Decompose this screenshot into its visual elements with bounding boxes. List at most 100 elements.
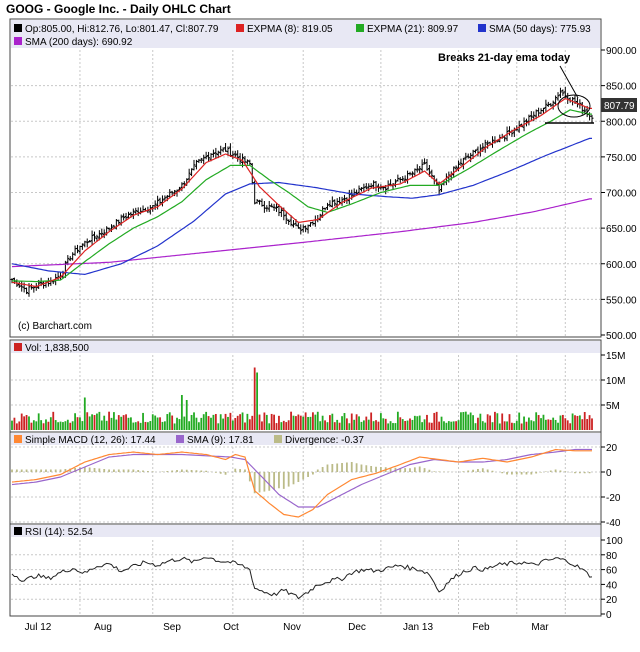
volume-bar: [37, 413, 40, 430]
volume-bar: [515, 420, 518, 430]
volume-bar: [535, 412, 538, 430]
volume-bar: [234, 418, 237, 430]
volume-bar: [180, 395, 183, 430]
sma200-legend-swatch: [14, 37, 22, 45]
divergence-legend: Divergence: -0.37: [285, 435, 364, 446]
divergence-bar: [331, 464, 334, 472]
x-tick-label: Sep: [163, 622, 181, 633]
volume-bar: [338, 422, 341, 430]
annotation-arrow: [559, 65, 579, 99]
volume-bar: [382, 418, 385, 430]
volume-bar: [25, 415, 28, 430]
signal-legend: SMA (9): 17.81: [187, 435, 254, 446]
volume-bar: [57, 422, 60, 430]
volume-bar: [418, 415, 421, 430]
grid-layer: [11, 50, 600, 615]
volume-bar: [59, 421, 62, 430]
divergence-bar: [472, 469, 474, 472]
divergence-bar: [506, 472, 508, 475]
volume-bar: [219, 414, 222, 430]
sma200-legend: SMA (200 days): 690.92: [25, 37, 133, 48]
volume-bar: [314, 414, 317, 430]
volume-bar: [566, 420, 569, 430]
volume-bar: [200, 417, 203, 430]
volume-bar: [86, 412, 89, 430]
volume-bar: [32, 420, 35, 430]
divergence-bar: [127, 469, 130, 472]
divergence-bar: [477, 469, 479, 472]
volume-bar: [479, 413, 482, 430]
last-price-label: 807.79: [604, 101, 635, 112]
divergence-bar: [345, 462, 348, 472]
volume-bar: [64, 421, 67, 430]
volume-bar: [241, 412, 244, 430]
divergence-bar: [423, 468, 426, 472]
volume-bar: [435, 411, 438, 430]
volume-bar: [426, 414, 428, 430]
volume-bar: [304, 412, 307, 430]
volume-bar: [559, 415, 562, 430]
volume-bar: [316, 411, 319, 430]
divergence-bar: [35, 469, 38, 472]
volume-bar: [384, 418, 387, 430]
volume-bar: [564, 418, 567, 430]
divergence-bar: [234, 468, 237, 472]
x-tick-label: Mar: [531, 622, 549, 633]
volume-bar: [511, 422, 513, 430]
macd-legend: Simple MACD (12, 26): 17.44: [25, 435, 156, 446]
volume-bar: [561, 414, 564, 430]
divergence-bar: [205, 470, 208, 472]
ema21-legend: EXPMA (21): 809.97: [367, 24, 459, 35]
divergence-bar: [239, 469, 242, 472]
divergence-bar: [428, 469, 431, 472]
macd-y-tick-label: 0: [606, 468, 612, 479]
divergence-bar: [409, 468, 411, 472]
volume-bar: [428, 422, 431, 430]
volume-bar: [127, 417, 130, 430]
volume-bar: [30, 422, 33, 430]
volume-bar: [151, 414, 154, 430]
volume-bar: [52, 411, 55, 430]
volume-bar: [178, 419, 181, 430]
x-tick-label: Feb: [472, 622, 490, 633]
volume-bar: [190, 414, 193, 430]
volume-bar: [443, 421, 445, 430]
volume-bar: [285, 422, 288, 430]
volume-bar: [355, 414, 358, 430]
volume-bar: [525, 421, 528, 430]
divergence-bar: [287, 472, 290, 487]
volume-bar: [544, 419, 547, 430]
volume-bar: [413, 415, 416, 430]
volume-bar: [404, 420, 407, 430]
divergence-bar: [491, 470, 494, 472]
volume-bar: [377, 421, 380, 430]
volume-bar: [54, 420, 57, 430]
volume-bar: [88, 416, 91, 430]
volume-bar: [261, 421, 263, 430]
volume-bar: [569, 423, 572, 430]
volume-bar: [224, 413, 227, 430]
volume-legend-background: [11, 341, 600, 353]
divergence-bar: [69, 468, 72, 472]
divergence-bar: [176, 470, 178, 472]
volume-bar: [239, 414, 242, 430]
volume-bar: [81, 421, 84, 430]
divergence-bar: [554, 469, 557, 472]
volume-bar: [312, 412, 314, 430]
volume-bar: [362, 420, 365, 430]
volume-bar: [360, 421, 363, 430]
rsi-legend-swatch: [14, 527, 22, 535]
volume-bar: [154, 415, 157, 430]
divergence-bar: [321, 467, 324, 472]
divergence-bar: [161, 471, 164, 472]
vol-y-tick-label: 10M: [606, 376, 625, 387]
axis-layer: Jul 12 Aug Sep Oct Nov Dec Jan 13 Feb Mar 900.00 8…: [25, 46, 637, 633]
volume-bar: [28, 416, 30, 430]
volume-bar: [430, 422, 433, 430]
sma50-legend: SMA (50 days): 775.93: [489, 24, 591, 35]
legend-background: [11, 20, 600, 48]
divergence-bar: [93, 468, 96, 472]
divergence-bar: [258, 472, 261, 493]
divergence-bar: [326, 464, 329, 472]
